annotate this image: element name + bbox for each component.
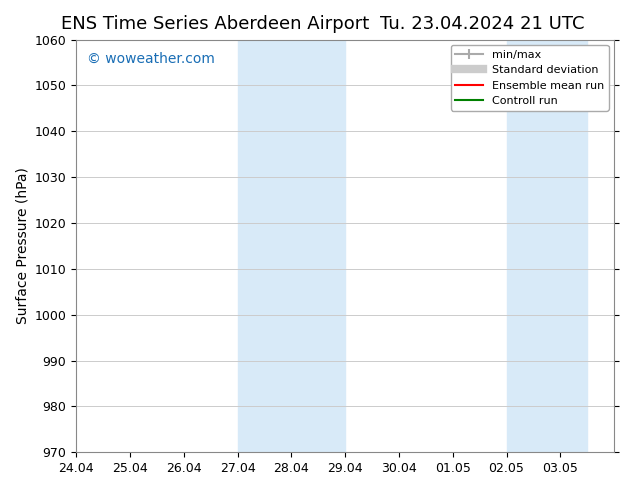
Text: ENS Time Series Aberdeen Airport: ENS Time Series Aberdeen Airport	[61, 15, 370, 33]
Text: © woweather.com: © woweather.com	[87, 52, 215, 66]
Text: Tu. 23.04.2024 21 UTC: Tu. 23.04.2024 21 UTC	[380, 15, 584, 33]
Bar	[238, 40, 345, 452]
Y-axis label: Surface Pressure (hPa): Surface Pressure (hPa)	[15, 168, 29, 324]
Bar	[507, 40, 587, 452]
Legend: min/max, Standard deviation, Ensemble mean run, Controll run: min/max, Standard deviation, Ensemble me…	[451, 45, 609, 111]
